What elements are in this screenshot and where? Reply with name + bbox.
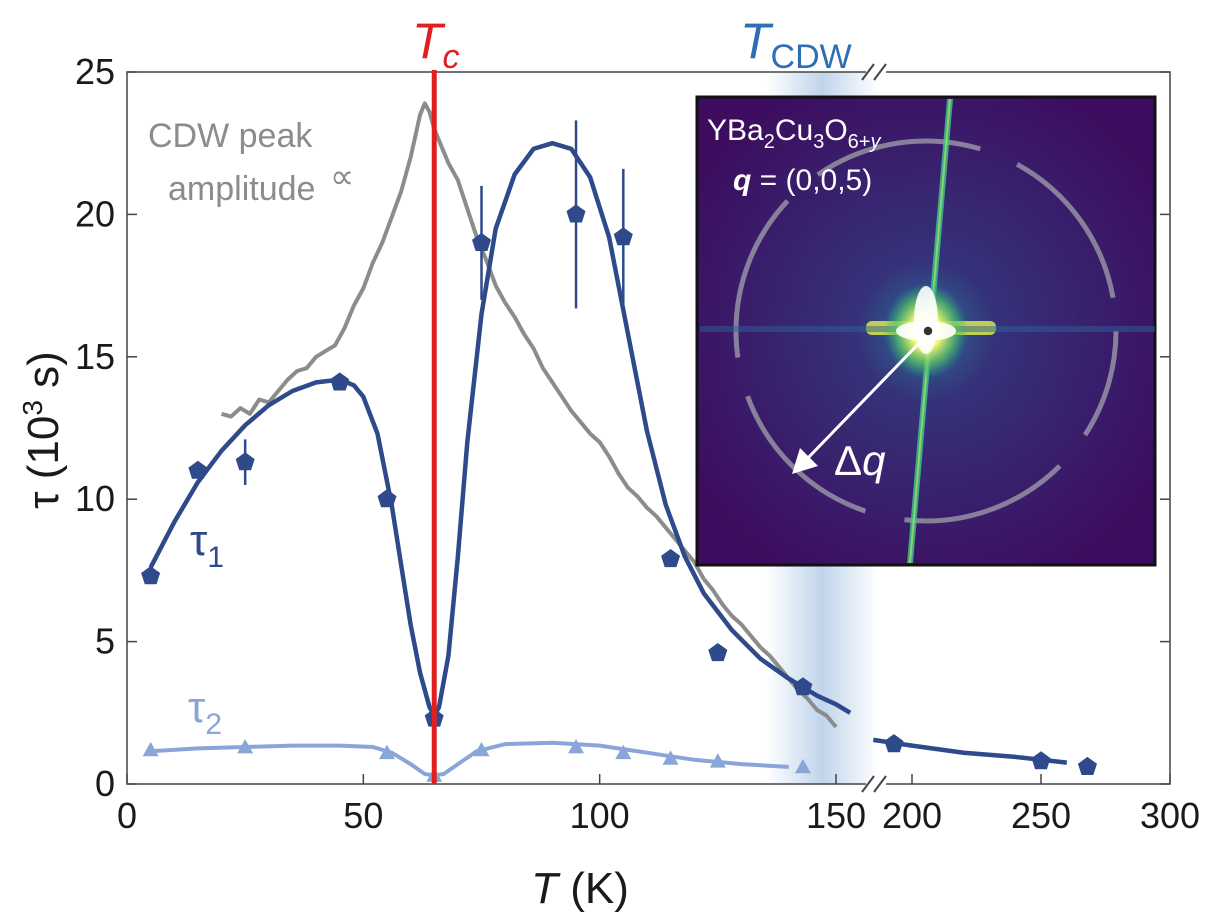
delta-q-label: Δq (834, 437, 886, 484)
axis-break-slash (861, 63, 875, 81)
cdw-amplitude-label-2: amplitude (168, 170, 315, 208)
cdw-amplitude-line (220, 101, 838, 729)
tcdw-label: TCDW (740, 13, 852, 76)
x-ticks: 0 50 100 150 200 250 300 (117, 774, 1200, 836)
tau2-point (568, 738, 585, 754)
x-tick-label: 150 (806, 795, 866, 836)
y-tick-label: 0 (95, 763, 115, 804)
tau1-point (708, 643, 728, 662)
tau1-point (793, 677, 813, 696)
y-tick-label: 5 (95, 621, 115, 662)
tau1-point (566, 204, 586, 223)
axis-break-bottom (861, 775, 887, 793)
delta-q-arrowhead (792, 448, 818, 474)
tau2-point (378, 744, 395, 760)
y-ticks: 0 5 10 15 20 25 (75, 51, 1170, 804)
cdw-amplitude-series (220, 101, 838, 729)
tau1-point (1031, 751, 1051, 770)
cdw-amplitude-label: CDW peak (148, 117, 313, 155)
tau2-point (237, 738, 254, 754)
delta-q-arrow (804, 334, 928, 462)
plot-frame (126, 71, 1171, 785)
inset-diffraction-image: Δq YBa2Cu3O6+y q = (0,0,5) (695, 95, 1157, 567)
tau1-point (661, 549, 681, 568)
tau2-point (615, 744, 632, 760)
y-tick-label: 25 (75, 51, 115, 92)
inset-q-label: q = (0,0,5) (733, 164, 872, 197)
x-tick-label: 200 (882, 795, 942, 836)
x-tick-label: 250 (1011, 795, 1071, 836)
tau1-label: τ1 (190, 516, 224, 574)
y-tick-label: 10 (75, 478, 115, 519)
tau2-series (142, 738, 811, 782)
tau2-fit-line (150, 740, 789, 778)
tau1-point (188, 460, 208, 479)
x-tick-label: 100 (570, 795, 630, 836)
x-tick-label: 300 (1140, 795, 1200, 836)
x-axis-title: T (K) (531, 864, 629, 913)
x-tick-label: 0 (117, 795, 137, 836)
tau1-point (1077, 756, 1097, 775)
tau2-point (794, 758, 811, 774)
tau1-point (472, 232, 491, 251)
axis-break-top (861, 63, 887, 81)
axis-break-slash (861, 775, 875, 793)
y-axis-title: τ (103 s) (17, 351, 68, 509)
tau1-point (377, 489, 397, 508)
tau2-label: τ2 (188, 683, 222, 741)
axis-break-slash (873, 63, 887, 81)
tau1-point (330, 372, 350, 391)
tau1-point (884, 734, 904, 753)
tau2-point (473, 741, 490, 757)
y-tick-label: 20 (75, 193, 115, 234)
x-tick-label: 50 (343, 795, 383, 836)
axis-break-slash (873, 775, 887, 793)
tau1-point (613, 227, 633, 246)
tau1-point (141, 566, 161, 585)
tau2-point (662, 750, 679, 765)
tau2-point (142, 741, 159, 757)
tc-label: Tc (412, 13, 460, 76)
tau2-point (709, 753, 726, 768)
inset-formula: YBa2Cu3O6+y (707, 114, 881, 153)
tau1-fit-line (148, 140, 852, 718)
y-tick-label: 15 (75, 336, 115, 377)
tau1-series (141, 120, 1097, 775)
tau1-point (235, 452, 255, 471)
proportional-symbol: ∝ (330, 158, 354, 196)
